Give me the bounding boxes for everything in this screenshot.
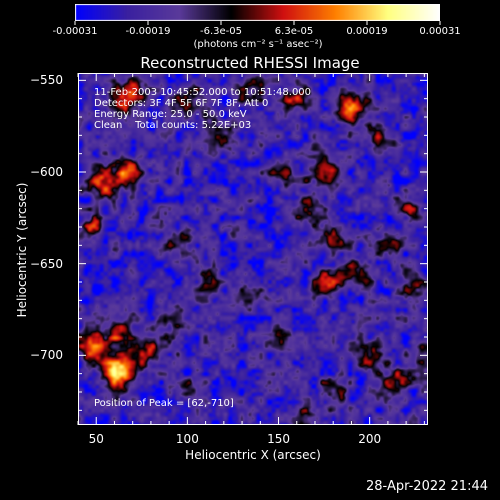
y-axis-label: Heliocentric Y (arcsec) (15, 182, 29, 318)
datestamp: 28-Apr-2022 21:44 (366, 479, 488, 494)
x-tick-label: 50 (88, 432, 104, 446)
colorbar (75, 4, 440, 21)
colorbar-tick-label: -0.00019 (125, 26, 171, 37)
colorbar-tick-label: 6.3e-05 (274, 26, 314, 37)
detectors-annotation: Detectors: 3F 4F 5F 6F 7F 8F, Att 0 (94, 98, 269, 109)
colorbar-tick-label: -6.3e-05 (200, 26, 242, 37)
x-axis-label: Heliocentric X (arcsec) (185, 448, 321, 462)
x-tick-label: 100 (175, 432, 199, 446)
colorbar-ticks (74, 21, 441, 25)
method-counts-annotation: Clean Total counts: 5.22E+03 (94, 120, 252, 131)
time-range-annotation: 11-Feb-2003 10:45:52.000 to 10:51:48.000 (94, 87, 312, 98)
energy-range-annotation: Energy Range: 25.0 - 50.0 keV (94, 109, 247, 120)
rhessi-image (78, 73, 428, 425)
x-tick-label: 200 (358, 432, 382, 446)
y-tick-label: −550 (30, 73, 63, 88)
colorbar-tick-label: -0.00031 (52, 26, 98, 37)
colorbar-unit-label: (photons cm⁻² s⁻¹ asec⁻²) (193, 39, 323, 50)
peak-position-annotation: Position of Peak = [62,-710] (94, 398, 234, 409)
colorbar-tick-label: 0.00031 (419, 26, 461, 37)
y-tick-label: −600 (30, 165, 63, 179)
y-tick-label: −650 (30, 256, 63, 271)
colorbar-tick-label: 0.00019 (346, 26, 388, 37)
plot-area (78, 73, 428, 425)
plot-title: Reconstructed RHESSI Image (140, 54, 360, 72)
y-tick-label: −700 (30, 348, 63, 363)
plot-frame (78, 73, 428, 425)
x-tick-label: 150 (267, 432, 290, 446)
